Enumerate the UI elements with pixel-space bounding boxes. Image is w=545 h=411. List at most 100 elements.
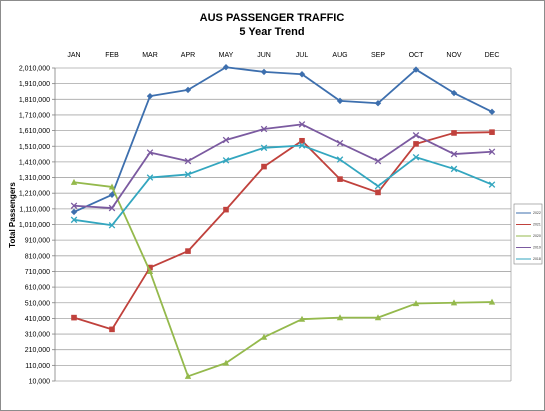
data-point [108,222,116,229]
x-tick-label: MAY [219,52,234,59]
data-point [147,264,153,271]
x-tick-label: JUL [296,52,309,59]
data-point [146,92,154,100]
data-point [108,204,116,212]
y-tick-label: 310,000 [25,332,50,339]
x-tick-label: FEB [105,52,119,59]
legend: 2022 2021 2020 2019 2018 [513,203,543,265]
y-tick-label: 910,000 [25,238,50,245]
data-point [184,372,192,379]
data-point [260,68,268,76]
y-tick-label: 710,000 [25,269,50,276]
y-tick-label: 1,710,000 [19,112,50,119]
chart-title: AUS PASSENGER TRAFFIC [200,12,345,24]
data-point [223,206,229,213]
x-tick-label: APR [181,52,195,59]
x-tick-label: JAN [67,52,80,59]
y-tick-label: 1,110,000 [19,206,50,213]
data-point [260,333,268,340]
y-tick-label: 10,000 [29,379,51,386]
series-group [70,64,496,379]
data-point [488,148,496,155]
data-point [184,157,192,165]
data-point [70,202,78,209]
y-tick-label: 210,000 [25,347,50,354]
data-point [450,89,458,97]
data-point [146,268,154,275]
data-point [222,64,230,71]
data-point [488,181,496,188]
x-tick-label: MAR [142,52,158,59]
data-point [298,142,306,149]
data-point [298,121,306,128]
x-tick-label: SEP [371,52,385,59]
y-axis-ticks: 10,000 110,000 210,000 310,000 410,000 510,00… [19,66,55,386]
series-2022 [70,64,496,216]
y-axis-label: Total Passengers [8,182,17,248]
data-point [146,174,154,181]
data-point [260,144,268,152]
data-point [337,176,343,182]
y-tick-label: 1,410,000 [19,159,50,166]
data-point [298,71,306,78]
data-point [298,315,306,322]
data-point [299,137,305,144]
data-point [413,141,419,147]
data-point [108,191,116,198]
y-tick-label: 1,210,000 [19,191,50,198]
data-point [336,97,344,105]
x-tick-label: AUG [332,52,347,59]
y-tick-label: 2,010,000 [19,66,50,73]
data-point [374,157,382,165]
data-point [336,139,344,147]
data-point [70,178,78,185]
y-tick-label: 110,000 [25,363,50,370]
data-point [260,125,268,133]
data-point [222,359,230,366]
chart-subtitle: 5 Year Trend [239,26,304,38]
data-point [450,299,458,306]
x-tick-label: OCT [409,52,425,59]
legend-box [513,203,543,265]
y-tick-label: 1,610,000 [19,128,50,135]
data-point [450,150,458,158]
y-tick-label: 1,510,000 [19,144,50,151]
data-point [146,149,154,156]
data-point [412,132,420,139]
data-point [451,130,457,136]
series-2018 [70,142,496,229]
legend-label: 2022 [533,211,541,215]
data-point [412,153,420,161]
data-point [222,157,230,164]
series-2019 [70,121,496,212]
x-tick-label: DEC [485,52,500,59]
legend-label: 2018 [533,257,541,261]
data-point [489,129,495,135]
data-point [261,163,267,170]
data-point [185,248,191,254]
data-point [374,314,382,321]
data-point [336,314,344,321]
data-point [222,136,230,144]
data-point [374,100,382,107]
data-point [70,208,78,216]
y-tick-label: 1,910,000 [19,81,50,88]
series-line [73,131,493,331]
data-point [374,182,382,190]
y-tick-label: 810,000 [25,253,50,260]
data-point [71,314,77,321]
legend-label: 2019 [533,246,541,250]
y-tick-label: 1,010,000 [19,222,50,229]
data-point [184,86,192,94]
series-2021 [71,129,495,333]
series-line [73,181,493,378]
data-point [488,298,496,305]
data-point [488,108,496,116]
y-tick-label: 1,310,000 [19,175,50,182]
data-point [412,66,420,73]
data-point [109,326,115,333]
legend-label: 2020 [533,234,541,238]
series-2020 [70,178,496,379]
